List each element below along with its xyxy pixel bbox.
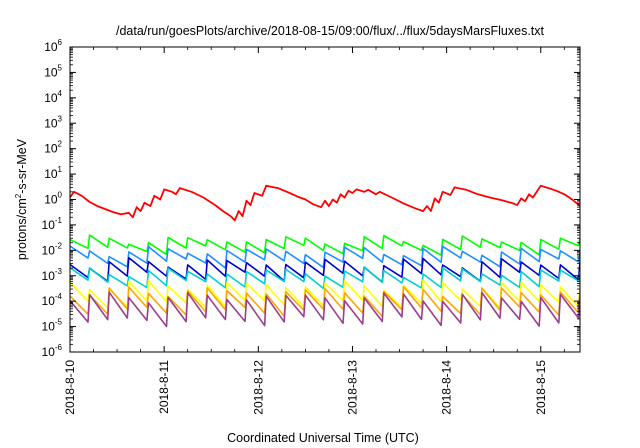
- series-line-7: [70, 291, 580, 328]
- x-tick-label: 2018-8-15: [534, 360, 548, 415]
- x-tick-label: 2018-8-13: [345, 360, 359, 415]
- x-tick-label: 2018-8-14: [440, 360, 454, 415]
- series-line-3: [70, 256, 580, 283]
- y-axis: 10-6 10-5 10-4 10-3 10-2 10-1 100 101 102 103 104 1…: [42, 38, 580, 359]
- series-line-5: [70, 279, 580, 309]
- y-tick-label: 103: [44, 114, 62, 130]
- y-tick-label: 102: [44, 140, 62, 156]
- y-tick-label: 10-2: [42, 241, 63, 257]
- series-line-0: [70, 184, 580, 222]
- x-axis: 2018-8-10 2018-8-11 2018-8-12 2018-8-13 2018…: [63, 47, 565, 415]
- x-tick-label: 2018-8-10: [63, 360, 77, 415]
- y-axis-label: protons/cm2-s-sr-MeV: [14, 138, 29, 260]
- x-tick-label: 2018-8-12: [251, 360, 265, 415]
- y-tick-label: 104: [44, 89, 62, 105]
- y-tick-label: 106: [44, 38, 62, 54]
- y-tick-label: 10-4: [42, 292, 63, 308]
- series-line-1: [70, 234, 580, 256]
- chart-title: /data/run/goesPlots/archive/2018-08-15/0…: [116, 24, 545, 38]
- y-tick-label: 105: [44, 63, 62, 79]
- y-tick-label: 10-5: [42, 318, 63, 334]
- series-line-6: [70, 285, 580, 318]
- series-line-4: [70, 266, 580, 290]
- y-tick-label: 10-3: [42, 267, 63, 283]
- x-axis-label: Coordinated Universal Time (UTC): [227, 431, 419, 445]
- y-tick-label: 10-6: [42, 343, 63, 359]
- series-layer: [70, 184, 580, 328]
- y-tick-label: 101: [44, 165, 62, 181]
- x-tick-label: 2018-8-11: [157, 360, 171, 414]
- series-line-2: [70, 245, 580, 269]
- y-tick-label: 100: [44, 191, 62, 207]
- y-tick-label: 10-1: [42, 216, 63, 232]
